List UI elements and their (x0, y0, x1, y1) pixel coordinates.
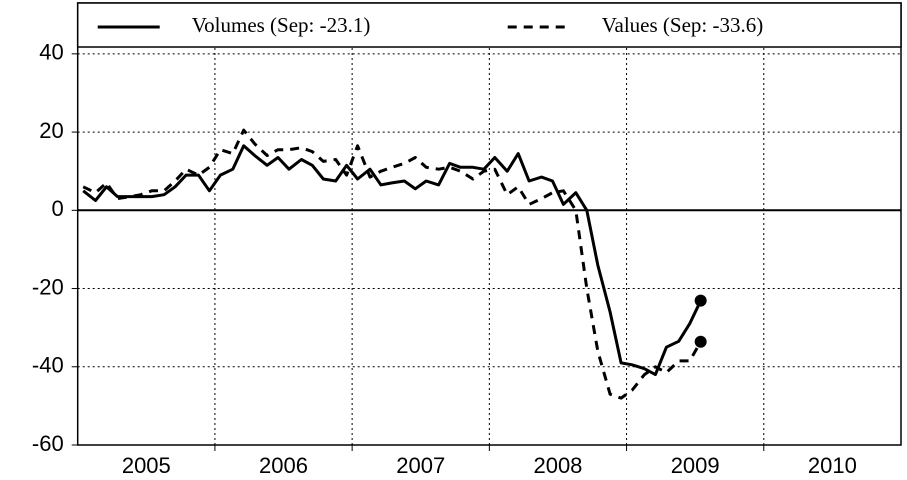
y-tick-label: -20 (32, 274, 64, 299)
legend-label: Values (Sep: -33.6) (602, 13, 764, 37)
y-tick-label: 40 (39, 40, 63, 65)
line (82, 144, 703, 377)
y-tick-label: 0 (51, 196, 63, 221)
y-tick-label: 20 (39, 118, 63, 143)
end-marker (694, 335, 707, 348)
x-tick-label: 2008 (533, 453, 582, 478)
x-tick-label: 2006 (259, 453, 308, 478)
legend-label: Volumes (Sep: -23.1) (192, 13, 371, 37)
x-tick-label: 2007 (396, 453, 445, 478)
x-tick-label: 2009 (671, 453, 720, 478)
x-tick-label: 2005 (122, 453, 171, 478)
y-tick-label: -40 (32, 353, 64, 378)
legend-box (76, 2, 902, 48)
end-marker (694, 294, 707, 307)
y-tick-label: -60 (32, 431, 64, 456)
x-tick-label: 2010 (808, 453, 857, 478)
